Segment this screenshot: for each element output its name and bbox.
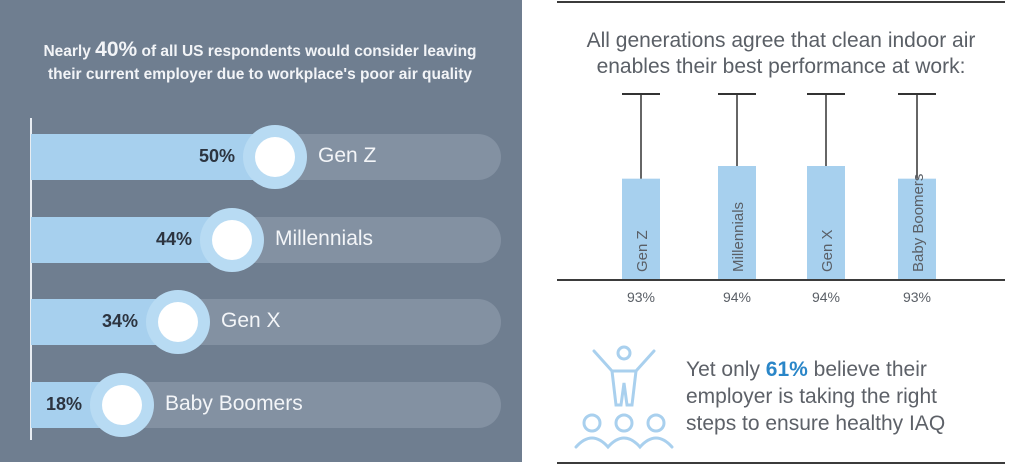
bar-fill bbox=[31, 217, 232, 263]
left-panel-title: Nearly 40% of all US respondents would c… bbox=[40, 38, 480, 86]
title-prefix: Nearly bbox=[43, 43, 96, 60]
bar-category-label: Gen Z bbox=[634, 230, 651, 272]
bar-knob bbox=[200, 208, 264, 272]
callout-prefix: Yet only bbox=[686, 358, 766, 381]
bar-knob bbox=[90, 373, 154, 437]
bar-value-label: 93% bbox=[903, 289, 931, 305]
bar bbox=[898, 178, 936, 280]
bar-category-label: Baby Boomers bbox=[165, 392, 303, 415]
vertical-bar-chart: Gen Z 93% Millennials 94% Gen X 94% Baby Boome… bbox=[557, 93, 1005, 305]
left-panel: Nearly 40% of all US respondents would c… bbox=[0, 0, 522, 462]
bar-value-label: 34% bbox=[101, 311, 138, 331]
bar-value-label: 94% bbox=[812, 289, 840, 305]
bar-category-label: Millennials bbox=[275, 227, 374, 250]
bar-fill bbox=[31, 134, 275, 180]
bar-category-label: Gen X bbox=[221, 309, 281, 332]
person-cheering-crowd-icon bbox=[574, 345, 674, 450]
bottom-divider bbox=[557, 462, 1005, 464]
bar-value-label: 44% bbox=[155, 229, 192, 249]
bar bbox=[807, 166, 845, 280]
bar-knob bbox=[146, 290, 210, 354]
callout-highlight: 61% bbox=[765, 358, 808, 381]
bar bbox=[718, 166, 756, 280]
title-suffix: of all US respondents would consider lea… bbox=[47, 43, 477, 83]
bar-value-label: 50% bbox=[198, 146, 235, 166]
bar-value-label: 93% bbox=[627, 289, 655, 305]
axis-line bbox=[30, 118, 32, 440]
bar-row: 34% Gen X bbox=[31, 290, 501, 354]
bar-value-label: 18% bbox=[45, 394, 82, 414]
bar-category-label: Millennials bbox=[730, 202, 747, 272]
bar-row: 18% Baby Boomers bbox=[31, 373, 501, 437]
bar-value-label: 94% bbox=[723, 289, 751, 305]
bar bbox=[622, 178, 660, 280]
bar-row: 44% Millennials bbox=[31, 208, 501, 272]
bar-category-label: Gen X bbox=[819, 229, 836, 272]
bar-knob bbox=[243, 125, 307, 189]
right-panel-title: All generations agree that clean indoor … bbox=[586, 29, 976, 78]
top-divider bbox=[557, 1, 1005, 3]
title-highlight: 40% bbox=[95, 38, 138, 61]
bar-category-label: Gen Z bbox=[318, 144, 377, 167]
bar-category-label: Baby Boomers bbox=[910, 174, 927, 272]
bar-row: 50% Gen Z bbox=[31, 125, 501, 189]
callout-text: Yet only 61% believe their employer is t… bbox=[686, 356, 986, 437]
callout-suffix: believe their employer is taking the rig… bbox=[686, 358, 946, 435]
